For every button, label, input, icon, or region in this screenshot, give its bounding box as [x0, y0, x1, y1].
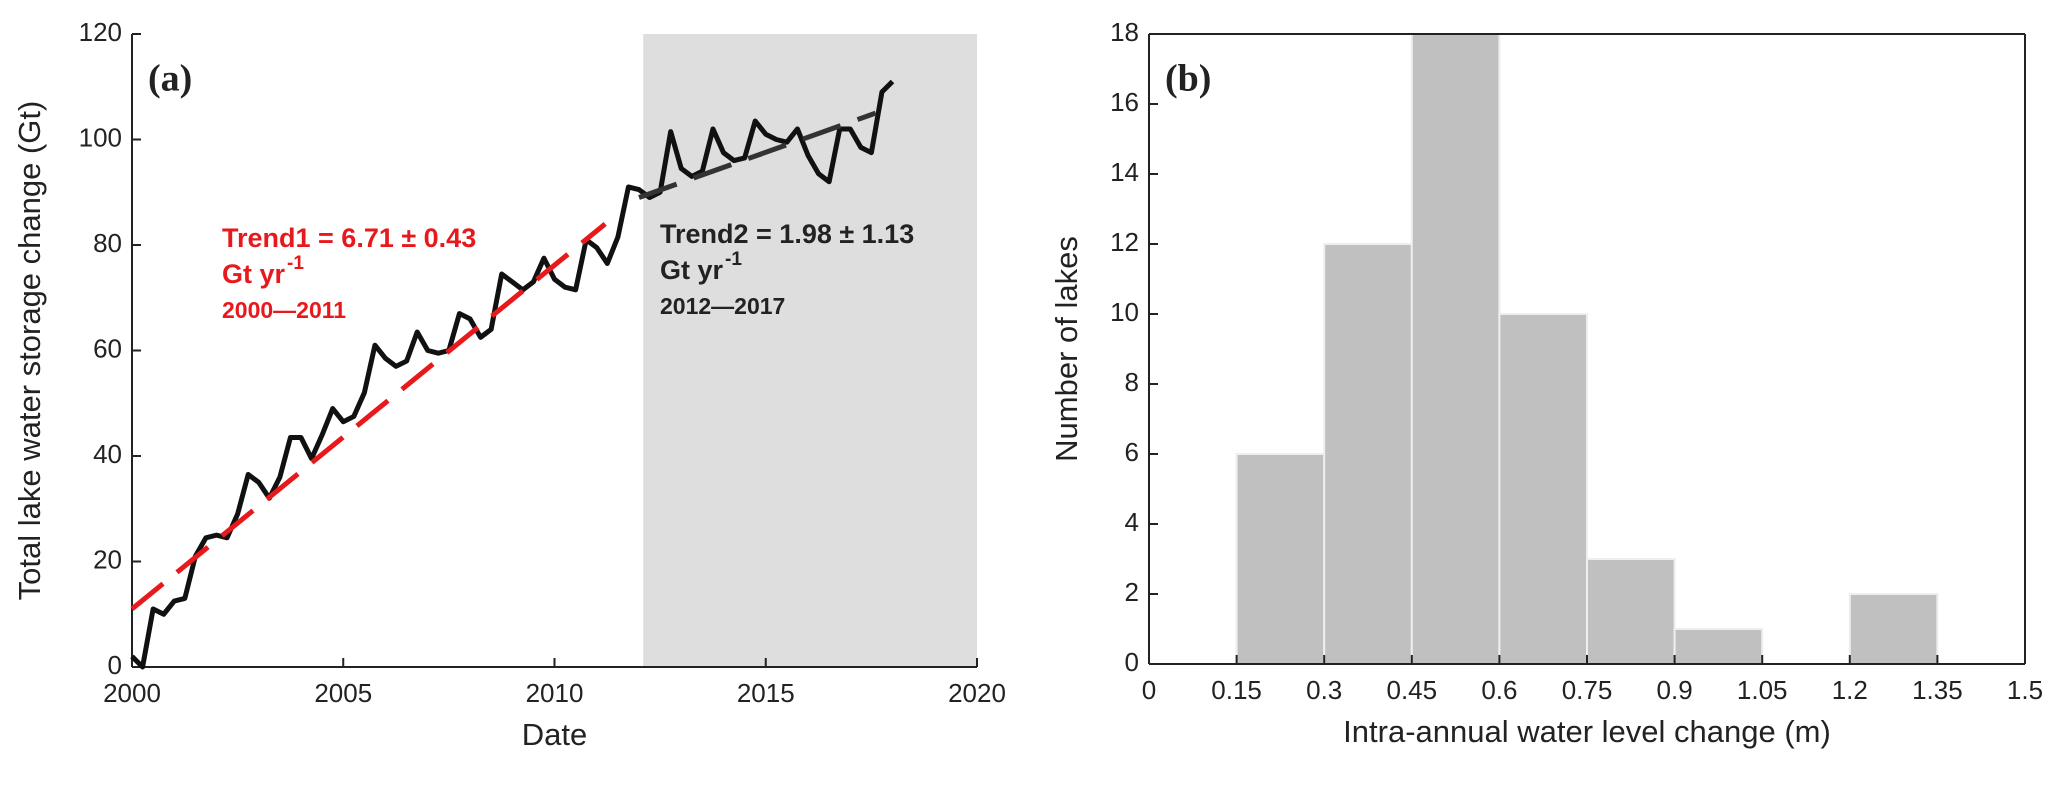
annotation: Gt yr	[222, 259, 286, 289]
y-tick-label: 0	[1125, 647, 1139, 677]
y-tick-label: 80	[93, 228, 122, 258]
histogram-bar	[1498, 313, 1589, 665]
x-tick-label: 2000	[103, 678, 161, 708]
x-tick-label: 2015	[737, 678, 795, 708]
shaded-period	[643, 34, 977, 667]
y-tick-label: 4	[1125, 507, 1139, 537]
x-tick-label: 0.15	[1211, 675, 1262, 705]
histogram-bar	[1673, 628, 1764, 665]
panel-label: (a)	[148, 58, 192, 100]
x-tick-label: 0.6	[1481, 675, 1517, 705]
x-tick-label: 1.5	[2007, 675, 2043, 705]
histogram-bar	[1848, 593, 1939, 665]
y-tick-label: 18	[1110, 17, 1139, 47]
x-axis-label: Intra-annual water level change (m)	[1343, 714, 1831, 749]
annotation: 2012—2017	[660, 293, 785, 319]
x-tick-label: 1.35	[1912, 675, 1963, 705]
x-tick-label: 2020	[948, 678, 1006, 708]
y-tick-label: 0	[108, 650, 122, 680]
x-tick-label: 0.45	[1386, 675, 1437, 705]
x-tick-label: 1.05	[1737, 675, 1788, 705]
y-axis-label: Total lake water storage change (Gt)	[12, 101, 47, 601]
y-tick-label: 10	[1110, 297, 1139, 327]
annotation-superscript: -1	[725, 249, 742, 270]
x-tick-label: 0.3	[1306, 675, 1342, 705]
x-tick-label: 2010	[526, 678, 584, 708]
y-tick-label: 16	[1110, 87, 1139, 117]
y-tick-label: 12	[1110, 227, 1139, 257]
annotation: Gt yr	[660, 255, 724, 285]
histogram-bar	[1410, 33, 1501, 665]
x-tick-label: 1.2	[1832, 675, 1868, 705]
y-tick-label: 14	[1110, 157, 1139, 187]
annotation: 2000—2011	[222, 297, 346, 323]
y-tick-label: 60	[93, 333, 122, 363]
annotation-superscript: -1	[287, 253, 304, 274]
x-tick-label: 0	[1142, 675, 1156, 705]
y-tick-label: 20	[93, 544, 122, 574]
x-tick-label: 0.75	[1562, 675, 1613, 705]
y-tick-label: 6	[1125, 437, 1139, 467]
y-tick-label: 120	[79, 17, 122, 47]
y-axis-label: Number of lakes	[1049, 236, 1084, 462]
x-tick-label: 0.9	[1657, 675, 1693, 705]
y-tick-label: 2	[1125, 577, 1139, 607]
x-axis-label: Date	[522, 717, 587, 752]
histogram-bar	[1323, 243, 1413, 665]
y-tick-label: 8	[1125, 367, 1139, 397]
y-tick-label: 100	[79, 122, 122, 152]
annotation: Trend2 = 1.98 ± 1.13	[660, 219, 914, 249]
trend-line	[130, 221, 607, 611]
data-line	[130, 79, 895, 670]
histogram-bar	[1586, 558, 1676, 665]
trend-line	[638, 110, 877, 200]
histogram-bar	[1235, 453, 1326, 665]
annotation: Trend1 = 6.71 ± 0.43	[222, 223, 476, 253]
panel-label: (b)	[1165, 58, 1211, 100]
x-tick-label: 2005	[314, 678, 372, 708]
y-tick-label: 40	[93, 439, 122, 469]
